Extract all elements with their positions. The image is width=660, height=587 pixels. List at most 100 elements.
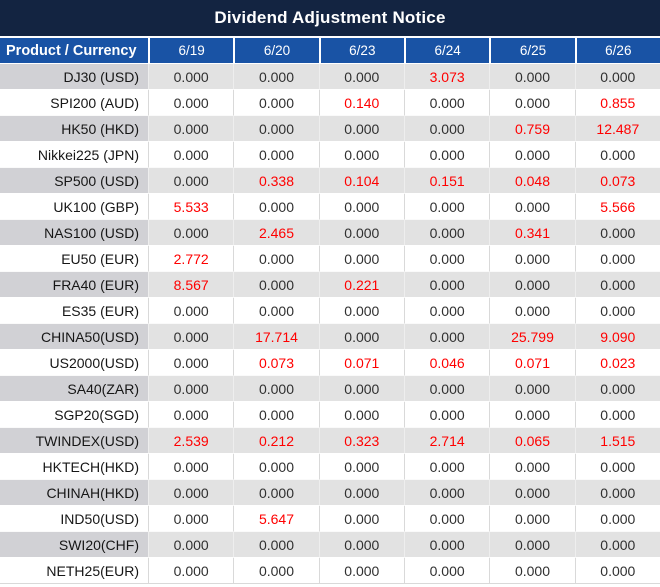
product-cell: SGP20(SGD) (0, 402, 148, 428)
table-row: Nikkei225 (JPN) 0.000 0.000 0.000 0.000 0.000… (0, 142, 660, 168)
value-cell: 0.000 (148, 168, 234, 194)
table-row: SGP20(SGD) 0.000 0.000 0.000 0.000 0.000 0.000 (0, 402, 660, 428)
value-cell: 0.000 (233, 402, 319, 428)
value-cell: 2.772 (148, 246, 234, 272)
value-cell: 0.000 (403, 194, 490, 220)
value-cell: 0.000 (403, 298, 490, 324)
value-cell: 0.000 (403, 220, 490, 246)
value-cell: 0.000 (148, 558, 234, 584)
value-cell: 0.000 (233, 480, 319, 506)
value-cell: 0.000 (233, 90, 319, 116)
product-cell: SWI20(CHF) (0, 532, 148, 558)
value-cell: 0.000 (489, 532, 575, 558)
value-cell: 0.000 (403, 480, 490, 506)
value-cell: 0.000 (403, 454, 490, 480)
value-cell: 5.533 (148, 194, 234, 220)
product-cell: HK50 (HKD) (0, 116, 148, 142)
value-cell: 0.000 (233, 558, 319, 584)
value-cell: 0.000 (574, 298, 660, 324)
value-cell: 0.071 (318, 350, 404, 376)
table-row: DJ30 (USD) 0.000 0.000 0.000 3.073 0.000 0.000 (0, 64, 660, 90)
value-cell: 0.073 (574, 168, 660, 194)
value-cell: 0.000 (574, 376, 660, 402)
value-cell: 0.000 (574, 272, 660, 298)
value-cell: 0.000 (403, 272, 490, 298)
value-cell: 0.000 (574, 142, 660, 168)
value-cell: 0.000 (489, 454, 575, 480)
value-cell: 5.647 (233, 506, 319, 532)
value-cell: 0.000 (318, 480, 404, 506)
date-column-header: 6/19 (148, 38, 234, 64)
product-cell: Nikkei225 (JPN) (0, 142, 148, 168)
value-cell: 0.000 (574, 506, 660, 532)
value-cell: 0.000 (403, 142, 490, 168)
value-cell: 0.000 (403, 116, 490, 142)
product-cell: SPI200 (AUD) (0, 90, 148, 116)
value-cell: 0.000 (574, 558, 660, 584)
table-row: SPI200 (AUD) 0.000 0.000 0.140 0.000 0.000 0.8… (0, 90, 660, 116)
value-cell: 2.539 (148, 428, 234, 454)
date-column-header: 6/20 (233, 38, 319, 64)
product-cell: EU50 (EUR) (0, 246, 148, 272)
value-cell: 0.000 (148, 480, 234, 506)
dividend-adjustment-table: Product / Currency 6/19 6/20 6/23 6/24 6/25 6/… (0, 38, 660, 584)
value-cell: 0.000 (489, 480, 575, 506)
value-cell: 5.566 (574, 194, 660, 220)
value-cell: 0.000 (318, 194, 404, 220)
product-currency-header: Product / Currency (0, 38, 148, 64)
value-cell: 0.000 (489, 90, 575, 116)
value-cell: 0.000 (148, 90, 234, 116)
value-cell: 0.000 (403, 532, 490, 558)
value-cell: 0.855 (574, 90, 660, 116)
value-cell: 0.000 (318, 116, 404, 142)
table-row: US2000(USD) 0.000 0.073 0.071 0.046 0.071 0.02… (0, 350, 660, 376)
value-cell: 0.023 (574, 350, 660, 376)
title-bar: Dividend Adjustment Notice (0, 0, 660, 38)
value-cell: 0.000 (233, 454, 319, 480)
date-column-header: 6/25 (489, 38, 575, 64)
value-cell: 0.000 (148, 506, 234, 532)
value-cell: 0.000 (148, 350, 234, 376)
value-cell: 0.323 (318, 428, 404, 454)
value-cell: 0.000 (233, 246, 319, 272)
value-cell: 17.714 (233, 324, 319, 350)
value-cell: 0.000 (489, 246, 575, 272)
product-cell: ES35 (EUR) (0, 298, 148, 324)
value-cell: 0.000 (233, 194, 319, 220)
value-cell: 0.000 (233, 142, 319, 168)
value-cell: 0.000 (489, 298, 575, 324)
value-cell: 0.000 (318, 220, 404, 246)
table-row: CHINAH(HKD) 0.000 0.000 0.000 0.000 0.000 0.00… (0, 480, 660, 506)
value-cell: 0.000 (148, 116, 234, 142)
value-cell: 0.000 (148, 142, 234, 168)
value-cell: 0.046 (403, 350, 490, 376)
product-cell: CHINA50(USD) (0, 324, 148, 350)
value-cell: 0.000 (148, 402, 234, 428)
value-cell: 0.000 (403, 506, 490, 532)
value-cell: 0.000 (233, 272, 319, 298)
value-cell: 0.000 (318, 558, 404, 584)
value-cell: 0.000 (233, 376, 319, 402)
date-column-header: 6/24 (403, 38, 490, 64)
table-body: DJ30 (USD) 0.000 0.000 0.000 3.073 0.000 0.000… (0, 64, 660, 584)
value-cell: 0.151 (403, 168, 490, 194)
product-cell: HKTECH(HKD) (0, 454, 148, 480)
product-cell: UK100 (GBP) (0, 194, 148, 220)
value-cell: 25.799 (489, 324, 575, 350)
value-cell: 0.000 (403, 246, 490, 272)
value-cell: 0.073 (233, 350, 319, 376)
value-cell: 0.000 (489, 376, 575, 402)
value-cell: 0.000 (489, 558, 575, 584)
value-cell: 0.000 (148, 298, 234, 324)
value-cell: 0.338 (233, 168, 319, 194)
value-cell: 0.000 (318, 142, 404, 168)
value-cell: 0.759 (489, 116, 575, 142)
value-cell: 0.000 (233, 298, 319, 324)
value-cell: 0.000 (574, 64, 660, 90)
table-row: NAS100 (USD) 0.000 2.465 0.000 0.000 0.341 0.0… (0, 220, 660, 246)
value-cell: 0.000 (318, 376, 404, 402)
value-cell: 8.567 (148, 272, 234, 298)
value-cell: 0.000 (318, 324, 404, 350)
value-cell: 0.000 (148, 532, 234, 558)
value-cell: 0.000 (489, 142, 575, 168)
